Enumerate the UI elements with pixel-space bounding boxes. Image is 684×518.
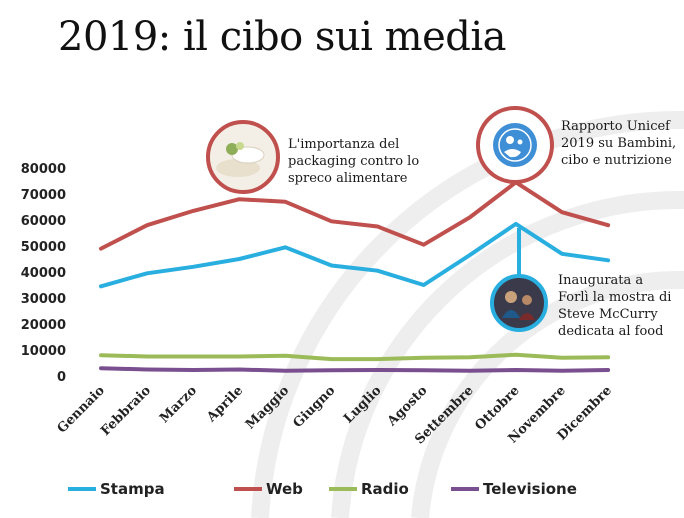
annotation-mccurry-line-2: Forlì la mostra di xyxy=(558,290,671,305)
unicef-logo-icon xyxy=(493,123,537,167)
annotation-mccurry: Inaugurata a Forlì la mostra di Steve Mc… xyxy=(490,228,671,339)
annotation-mccurry-line-4: dedicata al food xyxy=(558,324,663,339)
series-line-radio xyxy=(99,352,611,362)
annotation-unicef: Rapporto Unicef 2019 su Bambini, cibo e … xyxy=(476,106,676,184)
legend-label-televisione: Televisione xyxy=(483,480,577,498)
series-lines xyxy=(99,180,611,373)
annotation-mccurry-line-3: Steve McCurry xyxy=(558,307,658,322)
annotation-packaging-line-1: L'importanza del xyxy=(288,137,399,152)
series-line-web xyxy=(99,180,611,251)
annotation-mccurry-line-1: Inaugurata a xyxy=(558,273,643,288)
x-tick-label: Marzo xyxy=(157,383,200,426)
series-line-televisione xyxy=(99,366,611,373)
legend-label-stampa: Stampa xyxy=(100,480,165,498)
y-tick-label: 80000 xyxy=(21,162,66,177)
series-line-stampa xyxy=(99,221,611,289)
chart-legend: Stampa Web Radio Televisione xyxy=(68,480,577,498)
x-tick-label: Agosto xyxy=(384,383,431,430)
x-tick-label: Giugno xyxy=(290,383,338,431)
legend-label-radio: Radio xyxy=(361,480,409,498)
food-packaging-photo-icon xyxy=(216,142,265,177)
annotation-packaging-line-3: spreco alimentare xyxy=(288,171,408,186)
y-tick-label: 50000 xyxy=(21,240,66,255)
annotation-unicef-line-3: cibo e nutrizione xyxy=(561,153,672,168)
y-tick-label: 0 xyxy=(57,370,66,385)
y-tick-label: 20000 xyxy=(21,318,66,333)
y-tick-label: 60000 xyxy=(21,214,66,229)
x-tick-label: Febbraio xyxy=(98,383,154,439)
legend-label-web: Web xyxy=(266,480,303,498)
annotation-unicef-line-1: Rapporto Unicef xyxy=(561,119,671,134)
y-tick-label: 70000 xyxy=(21,188,66,203)
annotation-unicef-line-2: 2019 su Bambini, xyxy=(561,136,676,151)
x-tick-label: Aprile xyxy=(204,383,247,426)
annotation-packaging-line-2: packaging contro lo xyxy=(288,154,419,169)
y-tick-label: 40000 xyxy=(21,266,66,281)
annotation-packaging: L'importanza del packaging contro lo spr… xyxy=(206,120,419,194)
y-axis: 0 10000 20000 30000 40000 50000 60000 70000 8000… xyxy=(21,162,66,385)
y-tick-label: 30000 xyxy=(21,292,66,307)
annotation-mccurry-ring xyxy=(490,274,548,332)
y-tick-label: 10000 xyxy=(21,344,66,359)
mccurry-photo-icon xyxy=(502,291,535,320)
slide-title: 2019: il cibo sui media xyxy=(58,14,507,60)
